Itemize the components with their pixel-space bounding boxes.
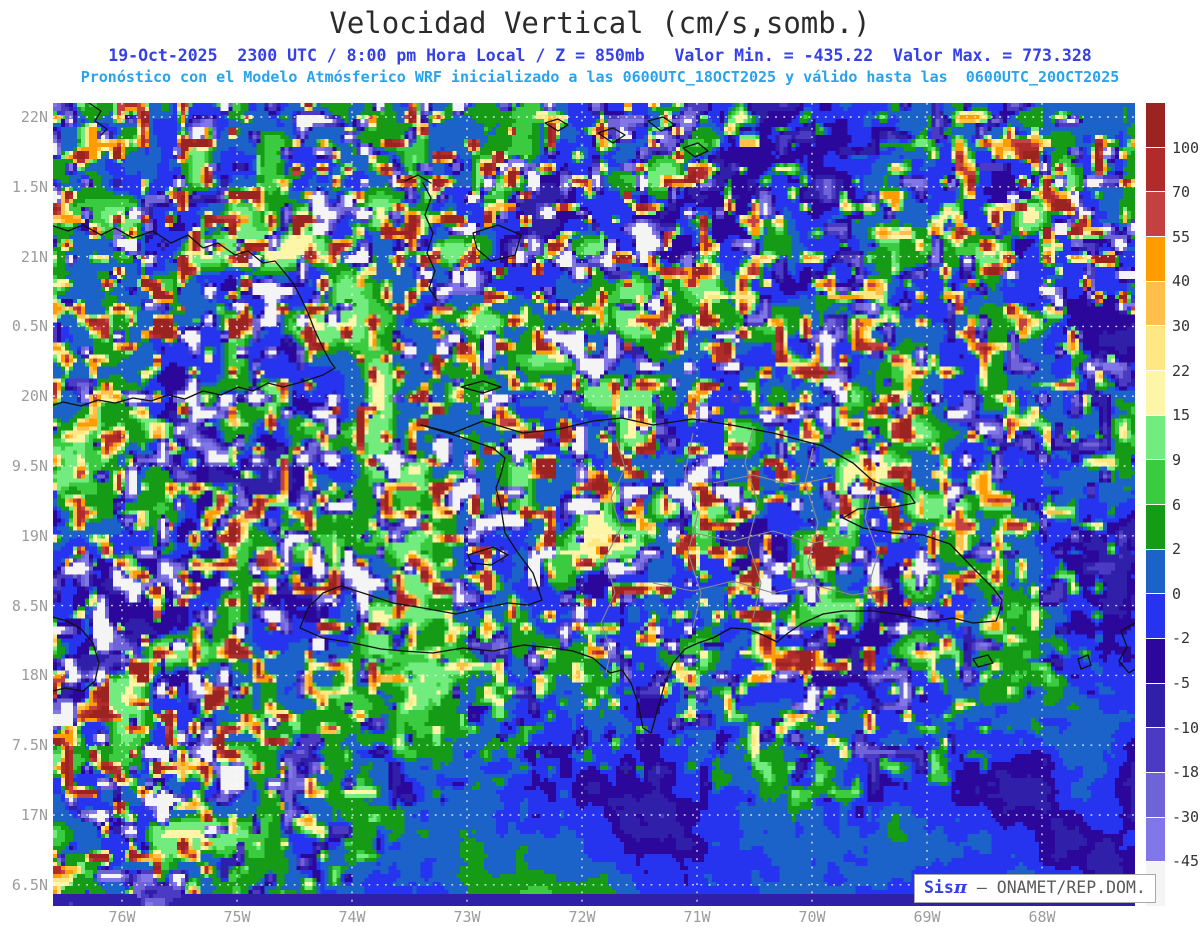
coastlines [53,103,1135,734]
lon-tick-label: 69W [913,908,941,926]
lat-tick-label: 21N [20,247,48,266]
colorbar-tick-label: 30 [1172,317,1191,336]
lon-tick-label: 70W [798,908,826,926]
province-borders [600,427,894,674]
colorbar-tick-label: -10 [1172,718,1200,737]
lon-tick-label: 74W [338,908,366,926]
lat-tick-label: 17N [20,806,48,824]
watermark: Sisπ – ONAMET/REP.DOM. [914,874,1156,903]
colorbar-tick-label: 70 [1172,183,1191,202]
colorbar-segment [1146,237,1165,281]
colorbar-tick-label: -2 [1172,629,1191,648]
map-area [53,103,1135,906]
lat-tick-label: 18N [20,666,48,685]
lat-tick-label: 0.5N [11,317,48,336]
lat-tick-label: 19N [20,526,48,545]
pi-symbol-icon: π [953,877,967,898]
colorbar-tick-label: -30 [1172,807,1200,826]
colorbar-tick-label: 22 [1172,361,1191,380]
colorbar-segment [1146,817,1165,862]
colorbar-tick-label: 100 [1172,138,1200,157]
lon-tick-label: 68W [1028,908,1056,926]
lat-tick-label: 8.5N [11,596,48,615]
vertical-velocity-field [53,103,1135,906]
colorbar-tick-label: 6 [1172,495,1182,514]
lon-tick-label: 71W [683,908,711,926]
lat-tick-label: 6.5N [11,875,48,894]
lon-tick-label: 76W [108,908,136,926]
colorbar-segment [1146,549,1165,594]
lat-tick-label: 22N [20,108,48,126]
colorbar-segment [1146,371,1165,415]
colorbar-tick-label: -45 [1172,852,1200,871]
colorbar-segment [1146,103,1165,147]
map-overlay [53,103,1135,906]
lat-tick-label: 9.5N [11,457,48,475]
colorbar-segment [1146,683,1165,728]
colorbar-segment [1146,460,1165,505]
watermark-org: – ONAMET/REP.DOM. [967,878,1146,897]
lon-tick-label: 72W [568,908,596,926]
colorbar-tick-label: 15 [1172,406,1191,425]
colorbar-tick-label: 55 [1172,227,1191,246]
subtitle-model-info: Pronóstico con el Modelo Atmósferico WRF… [80,68,1120,86]
watermark-brand: Sis [924,878,954,897]
page-title: Velocidad Vertical (cm/s,somb.) [329,6,871,40]
colorbar-segment [1146,415,1165,460]
colorbar-segment [1146,639,1165,683]
colorbar-tick-label: 0 [1172,584,1182,603]
lon-tick-label: 75W [223,908,251,926]
colorbar-tick-label: -18 [1172,763,1200,782]
colorbar-segment [1146,773,1165,817]
colorbar-tick-label: 2 [1172,540,1182,559]
subtitle-valid-time: 19-Oct-2025 2300 UTC / 8:00 pm Hora Loca… [108,46,1092,65]
colorbar-segment [1146,326,1165,371]
colorbar-segment [1146,505,1165,549]
colorbar-tick-label: 40 [1172,272,1191,291]
lon-tick-label: 73W [453,908,481,926]
colorbar [1146,103,1165,907]
colorbar-segment [1146,147,1165,192]
lat-tick-label: 7.5N [11,736,48,755]
colorbar-tick-label: -5 [1172,673,1191,692]
colorbar-segment [1146,192,1165,237]
colorbar-segment [1146,728,1165,773]
colorbar-segment [1146,281,1165,326]
lat-tick-label: 20N [20,387,48,406]
latlon-gridlines [53,103,1135,906]
lat-tick-label: 1.5N [11,177,48,196]
colorbar-segment [1146,594,1165,639]
colorbar-tick-label: 9 [1172,450,1182,469]
